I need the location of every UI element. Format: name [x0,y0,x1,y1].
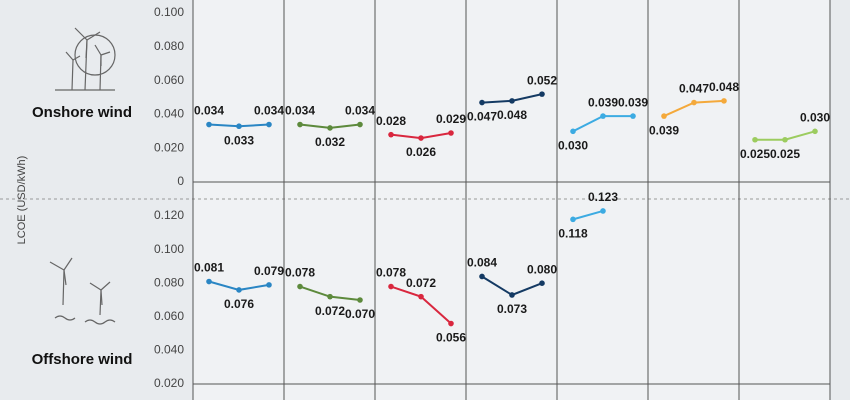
plot-background [193,0,830,400]
data-point [388,283,394,290]
data-point [782,136,788,143]
y-tick-label: 0.080 [154,39,184,53]
data-point [570,128,576,135]
data-label: 0.039 [588,95,618,109]
data-label: 0.025 [770,147,800,161]
data-label: 0.039 [649,123,679,137]
data-point [661,113,667,119]
y-tick-label: 0.040 [154,107,184,121]
data-label: 0.072 [315,304,345,318]
data-point [357,297,363,303]
data-label: 0.047 [679,82,709,96]
data-point [752,136,758,143]
data-point [691,99,697,106]
data-label: 0.118 [558,227,588,241]
data-point [418,135,424,141]
data-label: 0.034 [285,104,315,118]
y-tick-label: 0 [177,174,184,188]
data-point [327,125,333,131]
data-label: 0.073 [497,302,527,316]
y-tick-label: 0.080 [154,275,184,289]
data-label: 0.028 [376,114,406,128]
data-label: 0.025 [740,147,770,161]
data-point [448,320,454,327]
data-label: 0.072 [406,276,436,290]
data-label: 0.048 [709,80,739,94]
data-point [600,208,606,214]
data-label: 0.056 [436,331,466,345]
data-label: 0.079 [254,264,284,278]
onshore-icon [55,27,116,91]
data-point [266,282,272,288]
data-label: 0.070 [345,307,375,321]
data-label: 0.052 [527,73,557,87]
y-tick-label: 0.100 [154,242,184,256]
data-point [721,98,727,104]
data-point [812,128,818,135]
row-label: Offshore wind [32,351,133,368]
data-label: 0.034 [345,104,375,118]
data-point [509,292,515,298]
data-point [479,273,485,280]
data-label: 0.123 [588,190,618,204]
data-point [448,130,454,136]
data-label: 0.033 [224,133,254,147]
y-tick-label: 0.040 [154,343,184,357]
data-point [206,278,212,285]
data-label: 0.032 [315,135,345,149]
data-point [539,280,545,287]
data-point [630,113,636,119]
data-point [357,121,363,128]
data-label: 0.081 [194,261,224,275]
y-tick-label: 0.060 [154,73,184,87]
data-point [539,91,545,97]
data-label: 0.078 [376,266,406,280]
data-point [388,131,394,138]
data-point [418,293,424,300]
data-point [570,216,576,223]
data-label: 0.047 [467,110,497,124]
data-point [479,99,485,106]
data-point [206,121,212,128]
data-label: 0.026 [406,145,436,159]
data-label: 0.084 [467,256,497,270]
y-axis-title: LCOE (USD/kWh) [16,156,28,245]
data-point [600,113,606,119]
data-label: 0.034 [254,104,284,118]
offshore-icon [49,257,116,325]
data-point [297,121,303,128]
data-point [297,283,303,290]
data-point [327,293,333,300]
data-label: 0.030 [558,138,588,152]
y-tick-label: 0.020 [154,140,184,154]
y-tick-label: 0.120 [154,208,184,222]
data-label: 0.076 [224,297,254,311]
data-label: 0.080 [527,262,557,276]
data-point [509,98,515,104]
data-label: 0.048 [497,108,527,122]
data-label: 0.078 [285,266,315,280]
data-point [236,123,242,130]
y-tick-label: 0.100 [154,5,184,19]
data-label: 0.039 [618,95,648,109]
data-label: 0.030 [800,110,830,124]
data-label: 0.034 [194,104,224,118]
y-tick-label: 0.020 [154,376,184,390]
series-line [572,209,604,221]
row-label: Onshore wind [32,104,132,121]
data-point [266,121,272,128]
data-label: 0.029 [436,112,466,126]
data-point [236,287,242,293]
y-tick-label: 0.060 [154,309,184,323]
